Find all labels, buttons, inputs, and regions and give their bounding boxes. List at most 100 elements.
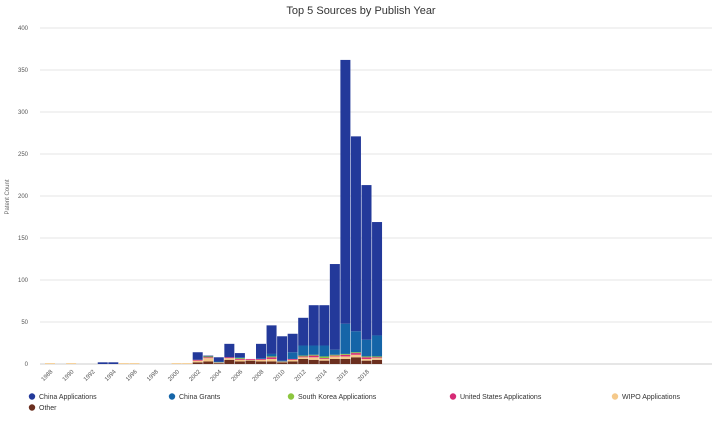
bar-segment[interactable]: Other 2016: 6 — [340, 358, 351, 364]
bar-segment[interactable]: Other 2014: 4 — [319, 360, 330, 364]
legend[interactable]: China Applications China Grants South Kore… — [28, 393, 681, 412]
bar-segment[interactable]: China Applications 2016: 314 — [340, 59, 351, 324]
bar-segment[interactable]: United States Applications 2002: 1 — [192, 359, 203, 361]
bar-segment[interactable]: China Applications 2009: 34 — [266, 325, 277, 354]
bar-segment[interactable]: WIPO Applications 2018: 2 — [361, 358, 372, 361]
legend-item[interactable]: South Korea Applications — [287, 393, 377, 401]
bar-segment[interactable]: South Korea Applications 2016: 1 — [340, 353, 351, 355]
bar-segment[interactable]: China Grants 2014: 13 — [319, 345, 330, 357]
legend-item[interactable]: China Grants — [168, 393, 221, 401]
bar-segment[interactable]: Other 2003: 3 — [203, 361, 214, 364]
bar-segment[interactable]: China Applications 2010: 29 — [277, 336, 288, 361]
bar-segment[interactable]: WIPO Applications 2006: 2 — [234, 359, 245, 362]
bar-segment[interactable]: WIPO Applications 2004: 1 — [213, 362, 224, 364]
bar-segment[interactable]: WIPO Applications 2003: 4 — [203, 358, 214, 362]
bar-segment[interactable]: WIPO Applications 2001: 1 — [182, 363, 193, 364]
bar-segment[interactable]: WIPO Applications 2007: 1 — [245, 359, 256, 361]
bar-segment[interactable]: WIPO Applications 1990: 1 — [66, 363, 77, 364]
bar-segment[interactable]: United States Applications 2008: 1 — [256, 358, 266, 360]
bar-segment[interactable]: WIPO Applications 2009: 3 — [266, 358, 277, 362]
bar-segment[interactable]: South Korea Applications 2017: 1 — [350, 352, 361, 354]
bar-segment[interactable]: China Applications 1994: 2 — [108, 362, 119, 364]
bar-segment[interactable]: Other 2015: 6 — [329, 358, 340, 364]
bar-segment[interactable]: WIPO Applications 2016: 3 — [340, 356, 351, 359]
bar-segment[interactable]: United States Applications 2003: 1 — [203, 357, 214, 359]
bar-segment[interactable]: China Applications 2017: 232 — [350, 136, 361, 332]
bar-segment[interactable]: WIPO Applications 1995: 1 — [118, 363, 129, 364]
bar-segment[interactable]: WIPO Applications 2010: 1 — [277, 361, 288, 363]
bar-segment[interactable]: Other 2008: 3 — [256, 361, 266, 364]
bar-segment[interactable]: China Grants 2012: 12 — [298, 345, 309, 356]
bar-segment[interactable]: China Applications 2012: 33 — [298, 317, 309, 346]
bar-segment[interactable]: United States Applications 2011: 1 — [287, 358, 298, 360]
bar-segment[interactable]: South Korea Applications 2018: 1 — [361, 356, 372, 358]
bar-segment[interactable]: WIPO Applications 1996: 1 — [129, 363, 140, 364]
bar-segment[interactable]: China Applications 2006: 5 — [234, 353, 245, 358]
bar-segment[interactable]: WIPO Applications 2015: 3 — [329, 356, 340, 359]
bar-segment[interactable]: China Grants 2013: 11 — [308, 345, 319, 355]
bar-segment[interactable]: United States Applications 2009: 2 — [266, 357, 277, 359]
bar-segment[interactable]: China Grants 2010: 1 — [277, 360, 288, 362]
bar-segment[interactable]: South Korea Applications 2012: 1 — [298, 355, 309, 357]
bar-segment[interactable]: South Korea Applications 2009: 1 — [266, 356, 277, 358]
bar-segment[interactable]: China Applications 2008: 17 — [256, 343, 266, 359]
bar-segment[interactable]: WIPO Applications 2019: 2 — [372, 358, 383, 360]
bar-segment[interactable]: United States Applications 2015: 1 — [329, 355, 340, 357]
bar-segment[interactable]: United States Applications 2005: 1 — [224, 357, 235, 359]
bar-segment[interactable]: WIPO Applications 2005: 2 — [224, 358, 235, 360]
bar-segment[interactable]: China Grants 2016: 36 — [340, 323, 351, 354]
bar-segment[interactable]: South Korea Applications 2019: 1 — [372, 356, 383, 358]
bar-segment[interactable]: Other 2004: 1 — [213, 363, 224, 364]
bar-segment[interactable]: Other 2013: 5 — [308, 359, 319, 364]
bar-segment[interactable]: China Applications 2011: 22 — [287, 333, 298, 353]
bar-segment[interactable]: WIPO Applications 2012: 2 — [298, 357, 309, 359]
bar-segment[interactable]: United States Applications 2012: 1 — [298, 356, 309, 358]
bar-segment[interactable]: China Grants 2018: 20 — [361, 339, 372, 357]
bar-segment[interactable]: China Applications 2015: 102 — [329, 264, 340, 350]
bar-segment[interactable]: Other 2009: 3 — [266, 361, 277, 364]
bar-segment[interactable]: South Korea Applications 2014: 2 — [319, 356, 330, 359]
bar-segment[interactable]: Other 2011: 3 — [287, 361, 298, 364]
bar-segment[interactable]: Other 2006: 3 — [234, 361, 245, 364]
bar-segment[interactable]: Other 2002: 2 — [192, 362, 203, 364]
bar-segment[interactable]: China Grants 2008: 1 — [256, 358, 266, 359]
bar-segment[interactable]: WIPO Applications 2017: 3 — [350, 354, 361, 358]
bar-segment[interactable]: China Grants 2011: 8 — [287, 352, 298, 359]
bar-segment[interactable]: China Applications 2014: 48 — [319, 305, 330, 346]
bar-segment[interactable]: United States Applications 2017: 2 — [350, 353, 361, 355]
bar-segment[interactable]: China Applications 2019: 135 — [372, 222, 383, 336]
bar-segment[interactable]: Other 2005: 5 — [224, 359, 235, 364]
bar-segment[interactable]: China Grants 2015: 6 — [329, 349, 340, 355]
bar-segment[interactable]: China Grants 2004: 1 — [213, 361, 224, 363]
bar-segment[interactable]: WIPO Applications 2002: 2 — [192, 360, 203, 363]
bar-segment[interactable]: WIPO Applications 1988: 1 — [45, 363, 55, 364]
bar-segment[interactable]: United States Applications 2013: 2 — [308, 355, 319, 358]
bar-segment[interactable]: United States Applications 2007: 1 — [245, 358, 256, 360]
bar-segment[interactable]: China Grants 2017: 25 — [350, 331, 361, 353]
bar-segment[interactable]: China Applications 2005: 16 — [224, 343, 235, 358]
bar-segment[interactable]: South Korea Applications 2013: 1 — [308, 354, 319, 356]
bar-segment[interactable]: Other 2017: 8 — [350, 357, 361, 364]
bar-segment[interactable]: South Korea Applications 2003: 1 — [203, 356, 214, 358]
bar-segment[interactable]: South Korea Applications 2015: 1 — [329, 354, 340, 356]
bar-segment[interactable]: Other 2010: 2 — [277, 362, 288, 364]
bar-segment[interactable]: China Applications 2013: 48 — [308, 305, 319, 346]
bar-segment[interactable]: WIPO Applications 2011: 2 — [287, 359, 298, 362]
bar-segment[interactable]: WIPO Applications 2000: 1 — [171, 363, 182, 364]
bar-segment[interactable]: South Korea Applications 2006: 1 — [234, 358, 245, 359]
bar-segment[interactable]: United States Applications 2006: 1 — [234, 358, 245, 360]
bar-segment[interactable]: Other 2018: 4 — [361, 360, 372, 364]
bar-segment[interactable]: United States Applications 2016: 2 — [340, 354, 351, 357]
bar-segment[interactable]: WIPO Applications 2014: 2 — [319, 358, 330, 361]
bar-segment[interactable]: Other 2019: 5 — [372, 359, 383, 364]
bar-segment[interactable]: China Applications 2003: 1 — [203, 355, 214, 357]
bar-segment[interactable]: China Applications 2004: 5 — [213, 357, 224, 362]
bar-segment[interactable]: WIPO Applications 2013: 3 — [308, 357, 319, 360]
bar-segment[interactable]: WIPO Applications 2008: 2 — [256, 359, 266, 362]
bar-segment[interactable]: China Grants 2006: 1 — [234, 357, 245, 359]
bar-segment[interactable]: China Applications 1993: 2 — [97, 362, 108, 364]
bar-segment[interactable]: China Grants 2019: 25 — [372, 335, 383, 357]
bar-segment[interactable]: Other 2007: 4 — [245, 360, 256, 364]
bar-segment[interactable]: United States Applications 2019: 1 — [372, 357, 383, 359]
legend-item[interactable]: China Applications — [28, 393, 97, 401]
